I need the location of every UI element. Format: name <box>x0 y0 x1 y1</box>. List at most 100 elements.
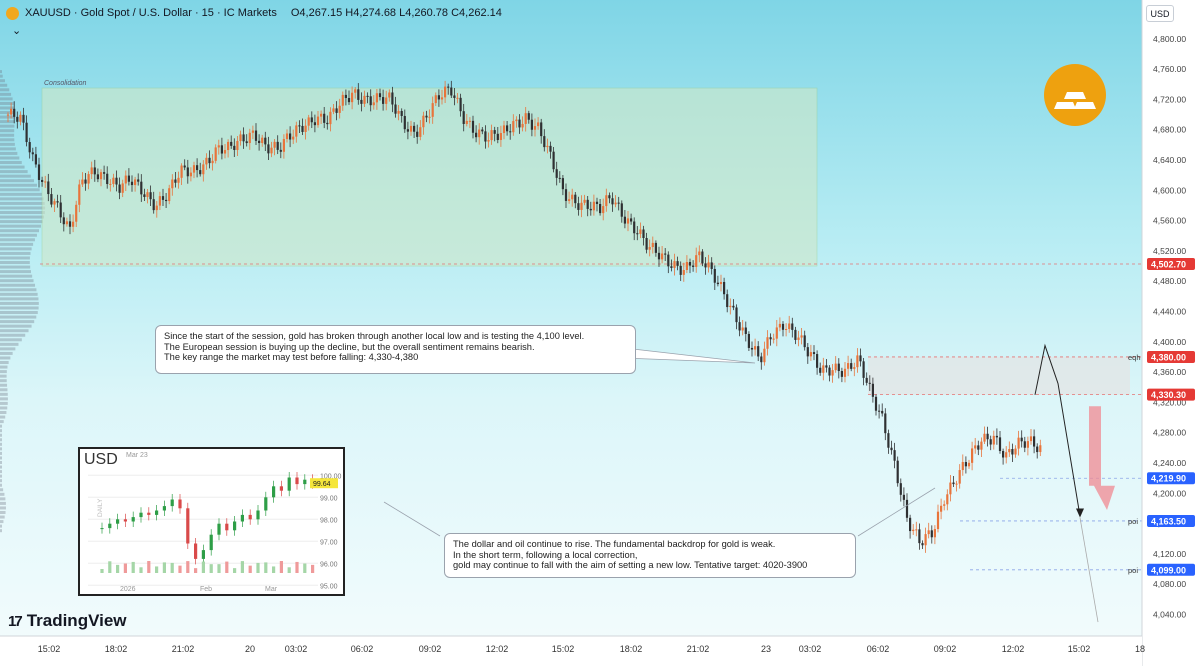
candle-body <box>912 529 915 532</box>
candle-body <box>698 251 701 256</box>
inset-candle-body <box>201 550 205 559</box>
level-tag-label: eqh <box>1128 353 1141 362</box>
inset-volume-bar <box>178 565 182 573</box>
candle-body <box>788 323 791 330</box>
volume-profile-bar <box>0 406 8 410</box>
volume-profile-bar <box>0 347 16 351</box>
volume-profile-bar <box>0 270 31 274</box>
candle-body <box>884 413 887 434</box>
candle-body <box>196 165 199 171</box>
candle-body <box>301 125 304 132</box>
volume-profile-bar <box>0 415 6 419</box>
inset-tick-label: 100.00 <box>320 473 342 480</box>
candle-body <box>50 194 53 205</box>
volume-profile-bar <box>0 138 15 142</box>
candle-body <box>695 255 698 267</box>
time-tick-label: 12:02 <box>486 644 509 654</box>
candle-body <box>1008 449 1011 453</box>
inset-candle-body <box>147 512 151 515</box>
candle-body <box>1005 452 1008 458</box>
candle-body <box>682 270 685 275</box>
candle-body <box>72 221 75 227</box>
symbol-header[interactable]: XAUUSD · Gold Spot / U.S. Dollar · 15 · … <box>6 5 502 21</box>
candle-body <box>512 121 515 133</box>
volume-profile-bar <box>0 379 7 383</box>
price-tag <box>1147 514 1195 527</box>
time-tick-label: 15:02 <box>38 644 61 654</box>
inset-tick-label: 96.00 <box>320 561 338 568</box>
candle-body <box>850 363 853 369</box>
candle-body <box>450 87 453 96</box>
volume-profile-bar <box>0 192 42 196</box>
candle-body <box>422 115 425 128</box>
candle-body <box>614 202 617 205</box>
volume-profile-bar <box>0 215 45 219</box>
candle-body <box>248 132 251 144</box>
candle-body <box>899 483 902 495</box>
note1-pointer <box>635 348 756 364</box>
volume-profile-bar <box>0 411 7 415</box>
volume-profile-bar <box>0 442 2 446</box>
candle-body <box>1029 436 1033 442</box>
candle-body <box>78 184 81 205</box>
candle-body <box>825 365 828 368</box>
candle-body <box>462 111 465 124</box>
candle-body <box>732 305 735 308</box>
candle-body <box>946 494 949 505</box>
price-tag <box>1147 258 1195 271</box>
candle-body <box>840 371 843 377</box>
candle-body <box>890 447 893 451</box>
inset-volume-bar <box>240 561 244 573</box>
candle-body <box>245 141 248 144</box>
price-tick-label: 4,200.00 <box>1153 488 1186 498</box>
volume-profile-bar <box>0 397 8 401</box>
inset-candle-body <box>279 486 283 491</box>
inset-candle-body <box>295 477 299 485</box>
candle-body <box>6 114 10 116</box>
candle-body <box>388 92 391 98</box>
level-tag-label: poi <box>1128 566 1138 575</box>
candle-body <box>772 338 775 340</box>
candle-body <box>729 305 732 308</box>
currency-button[interactable]: USD <box>1146 5 1174 22</box>
candle-body <box>828 367 831 376</box>
volume-profile-bar <box>0 229 40 233</box>
inset-candle-body <box>272 486 276 498</box>
candle-body <box>688 261 692 266</box>
inset-candle-body <box>139 512 143 518</box>
candle-body <box>713 268 716 283</box>
volume-profile-bar <box>0 320 35 324</box>
volume-profile-bar <box>0 392 8 396</box>
chevron-down-icon[interactable]: ⌄ <box>12 25 22 37</box>
candle-body <box>599 203 602 214</box>
candle-body <box>949 482 952 495</box>
candle-body <box>118 184 121 193</box>
candle-body <box>639 229 642 234</box>
inset-month-label: 2026 <box>120 586 136 593</box>
gold-symbol-icon <box>6 6 19 20</box>
candle-body <box>385 97 388 104</box>
candle-body <box>484 131 487 142</box>
candle-body <box>177 177 180 183</box>
candle-body <box>927 530 930 535</box>
candle-body <box>189 172 192 177</box>
candle-body <box>59 202 62 218</box>
inset-volume-bar <box>123 563 127 573</box>
volume-profile-bar <box>0 356 11 360</box>
volume-profile-bar <box>0 197 44 201</box>
candle-body <box>530 119 533 130</box>
candle-body <box>140 181 143 195</box>
candle-body <box>289 133 292 140</box>
candle-body <box>592 201 595 211</box>
candle-body <box>329 111 332 125</box>
volume-profile-bar <box>0 151 18 155</box>
volume-profile-bar <box>0 106 15 110</box>
volume-profile-bar <box>0 292 38 296</box>
tradingview-logo[interactable]: 17 TradingView <box>8 611 127 631</box>
candle-body <box>862 361 865 378</box>
candle-body <box>847 363 850 369</box>
price-tag <box>1147 388 1195 401</box>
candle-body <box>493 130 496 134</box>
candle-body <box>273 141 276 148</box>
